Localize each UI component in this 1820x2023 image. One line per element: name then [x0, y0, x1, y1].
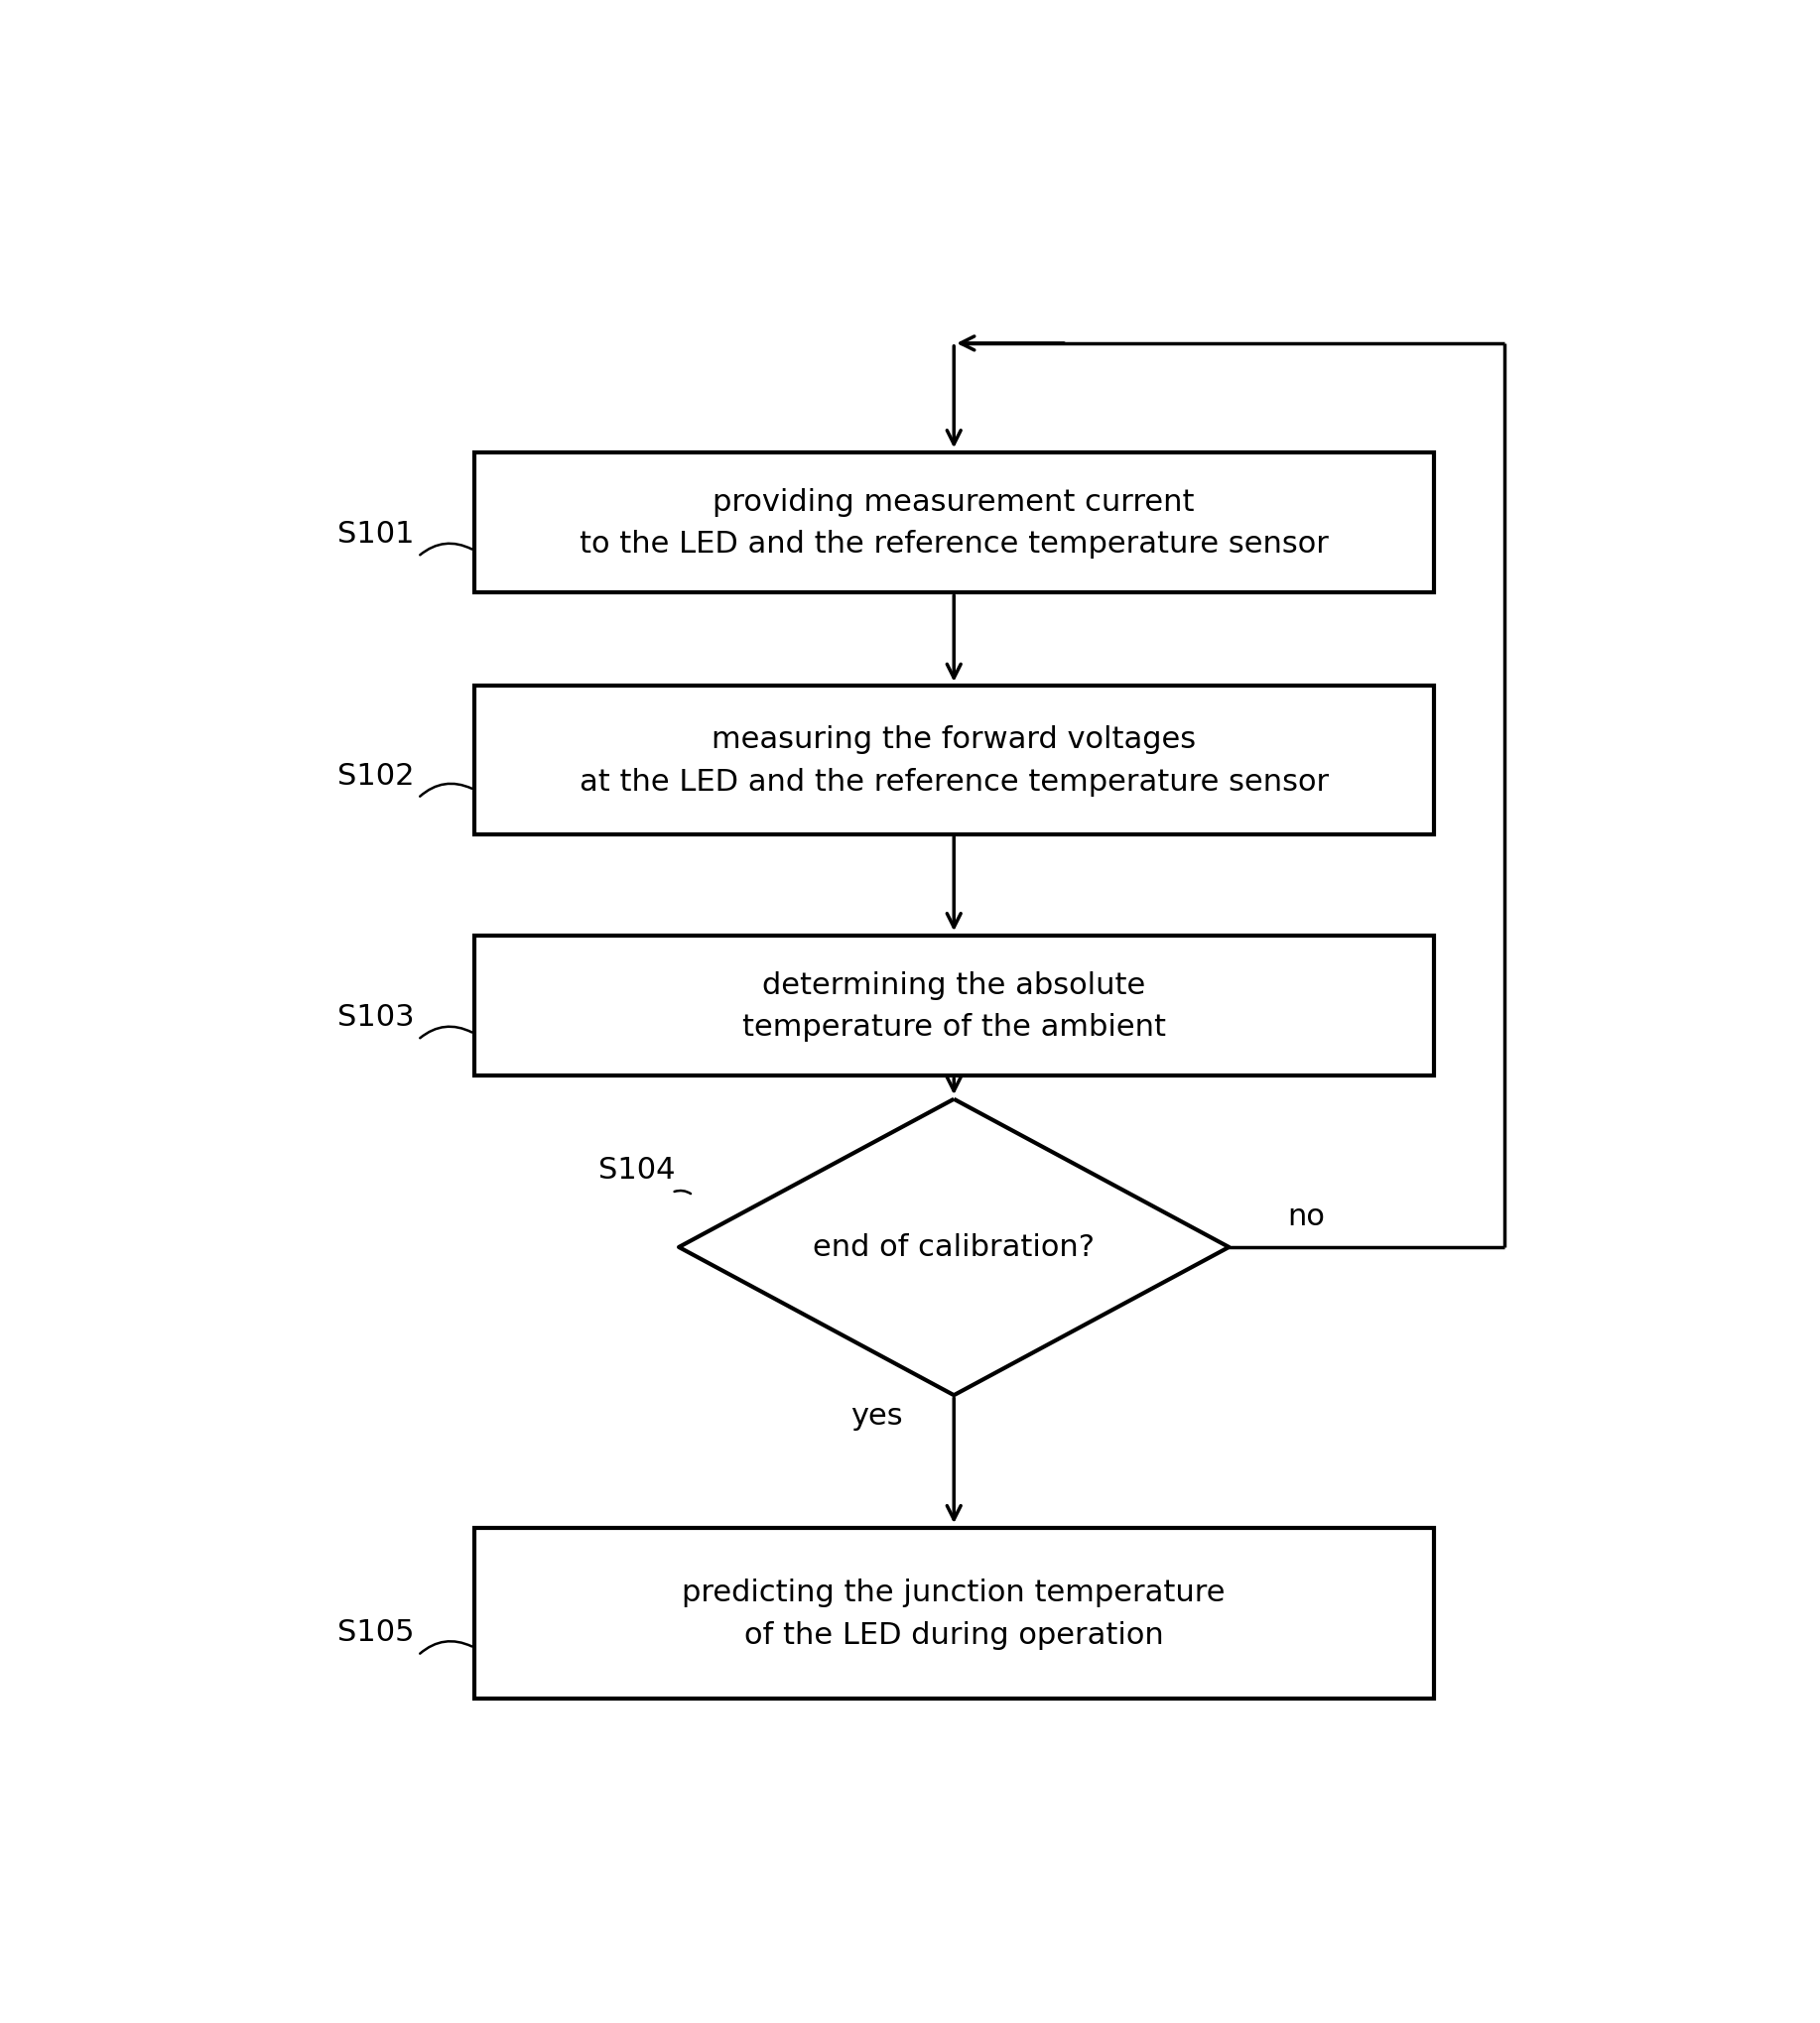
Text: S101: S101	[337, 520, 415, 548]
Text: S104: S104	[599, 1155, 675, 1183]
Text: determining the absolute
temperature of the ambient: determining the absolute temperature of …	[743, 971, 1167, 1042]
Text: S102: S102	[337, 761, 415, 789]
Text: yes: yes	[850, 1402, 903, 1430]
Bar	[475, 453, 1434, 593]
Bar	[475, 686, 1434, 835]
Text: no: no	[1289, 1202, 1325, 1230]
Text: measuring the forward voltages
at the LED and the reference temperature sensor: measuring the forward voltages at the LE…	[579, 724, 1329, 797]
Bar	[475, 1527, 1434, 1699]
Bar	[475, 937, 1434, 1076]
Text: providing measurement current
to the LED and the reference temperature sensor: providing measurement current to the LED…	[579, 488, 1329, 558]
Text: S103: S103	[337, 1003, 415, 1032]
Text: S105: S105	[337, 1618, 415, 1647]
Text: end of calibration?: end of calibration?	[814, 1234, 1096, 1262]
Text: predicting the junction temperature
of the LED during operation: predicting the junction temperature of t…	[682, 1578, 1225, 1649]
